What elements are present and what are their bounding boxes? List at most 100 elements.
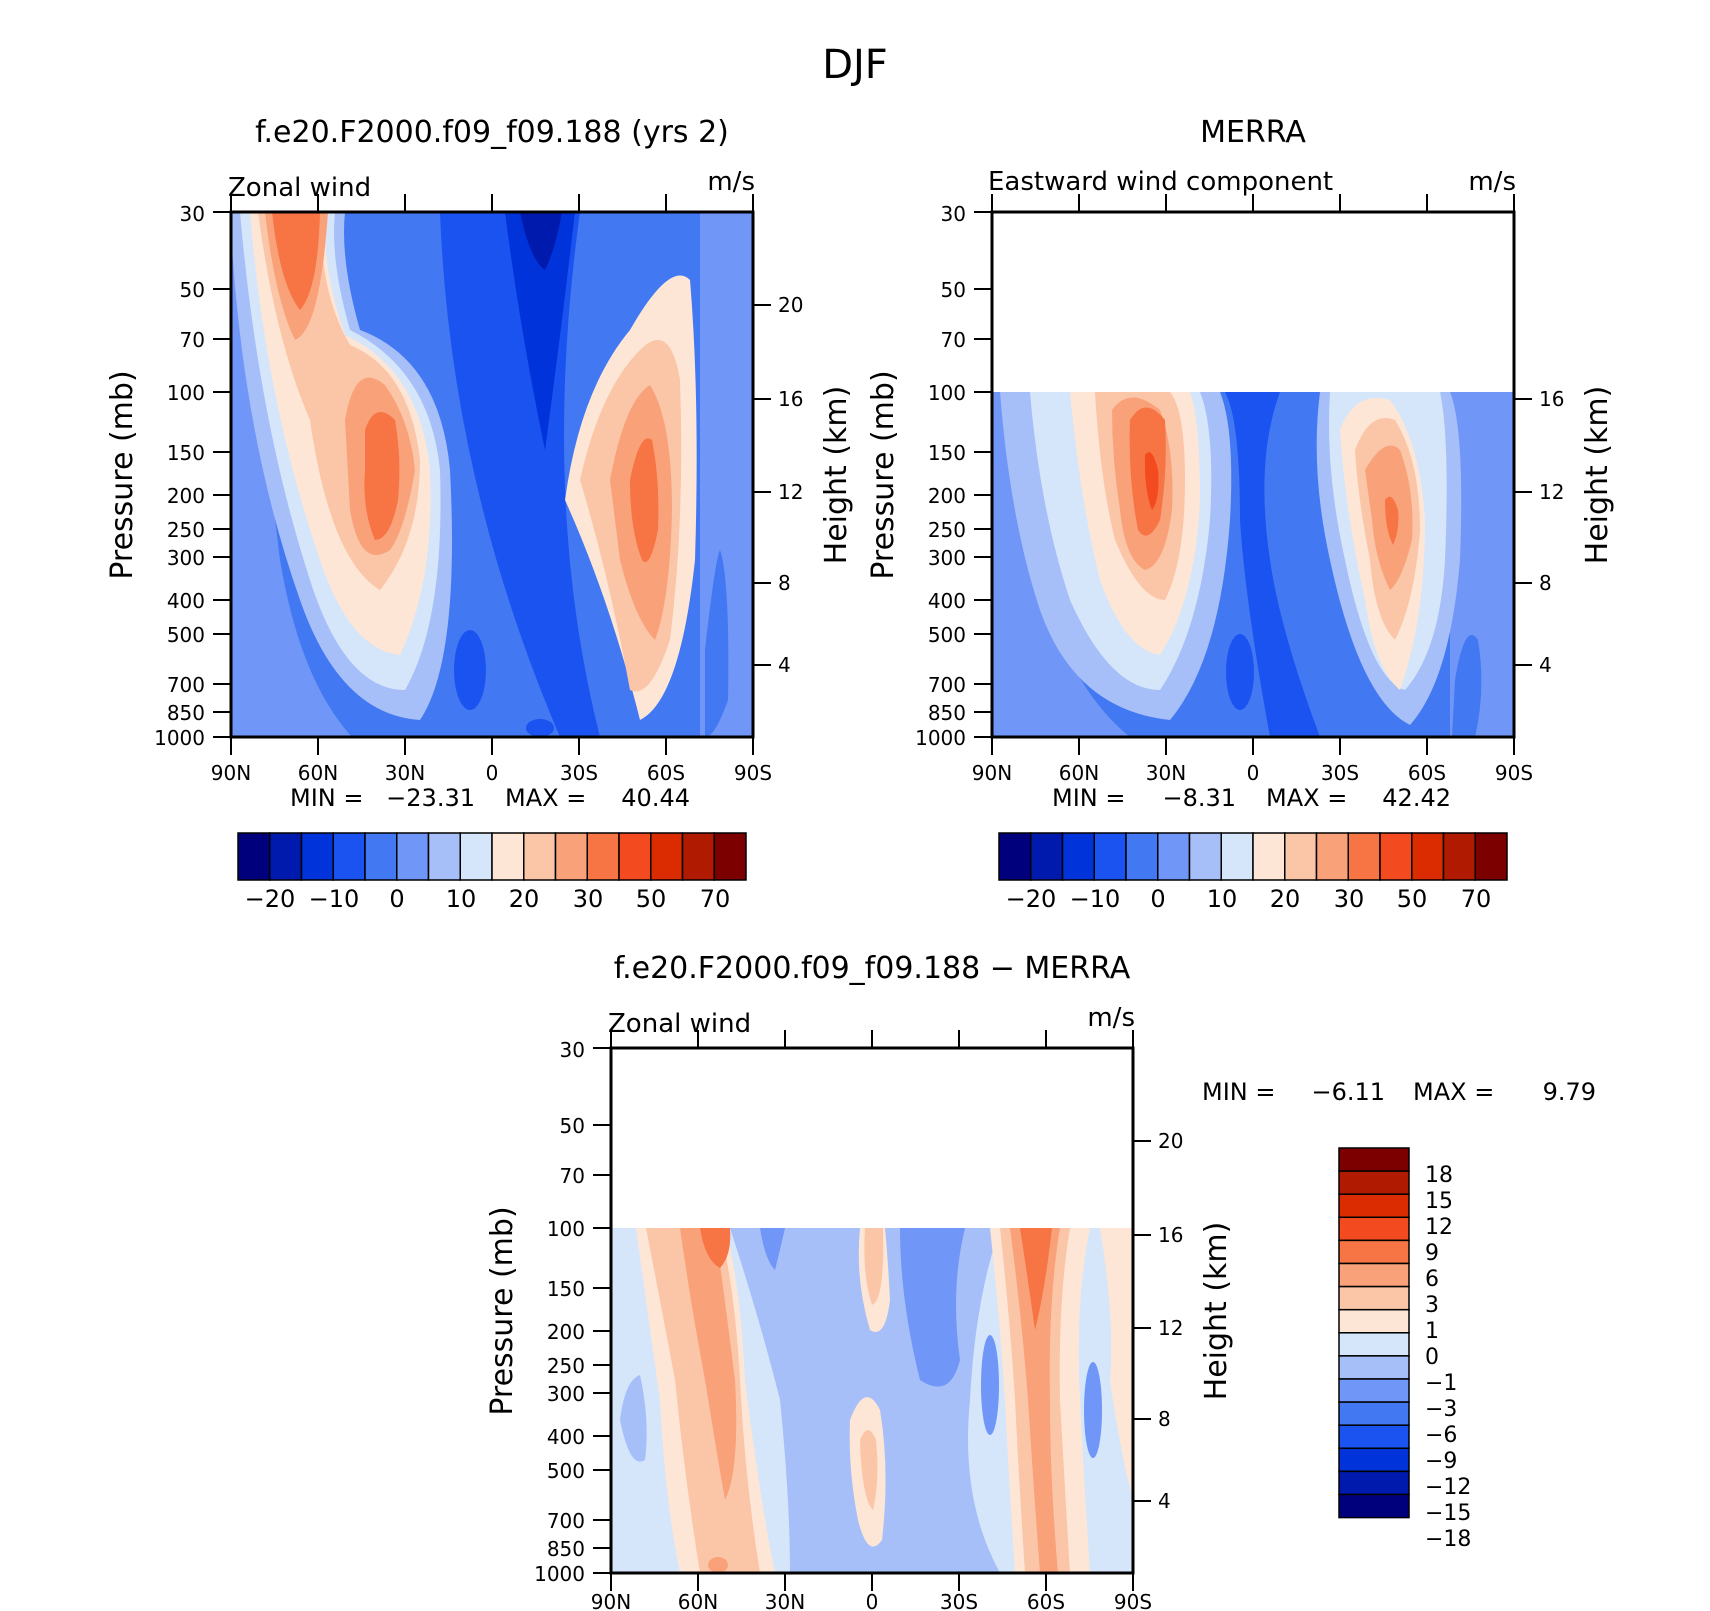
- y2-axis-title: Height (km): [1199, 1222, 1234, 1401]
- units-label: m/s: [1468, 167, 1516, 197]
- pressure-tick-label: 850: [167, 701, 205, 725]
- pressure-tick-label: 30: [560, 1038, 585, 1062]
- colorbar-swatch: [1338, 1424, 1410, 1450]
- height-tick-label: 4: [778, 653, 791, 677]
- colorbar-label: 50: [1397, 885, 1428, 913]
- max-value: 9.79: [1543, 1078, 1596, 1106]
- left-axis: 30 50 70 100 150 200 250 300 400 500 700…: [534, 1038, 611, 1586]
- pressure-tick-label: 70: [560, 1164, 585, 1188]
- pressure-tick-label: 1000: [534, 1562, 585, 1586]
- colorbar-boxes: [1338, 1147, 1410, 1519]
- y2-axis-title: Height (km): [1580, 386, 1615, 565]
- bottom-axis: 90N 60N 30N 0 30S 60S 90S: [591, 1030, 1152, 1611]
- colorbar-swatch: [1030, 832, 1064, 881]
- colorbar-swatch: [618, 832, 652, 881]
- lat-tick-label: 0: [1247, 761, 1260, 785]
- pressure-tick-label: 30: [180, 202, 205, 226]
- lat-tick-label: 90S: [1114, 1590, 1152, 1611]
- pressure-tick-label: 250: [928, 518, 966, 542]
- colorbar-swatch: [332, 832, 366, 881]
- colorbar-swatch: [364, 832, 398, 881]
- colorbar-boxes: [998, 832, 1508, 881]
- colorbar-swatch: [1338, 1193, 1410, 1219]
- lat-tick-label: 90S: [734, 761, 772, 785]
- colorbar-swatch: [459, 832, 493, 881]
- lat-tick-label: 30S: [940, 1590, 978, 1611]
- colorbar-swatch: [650, 832, 684, 881]
- colorbar-swatch: [681, 832, 715, 881]
- pressure-tick-label: 1000: [915, 726, 966, 750]
- pressure-tick-label: 100: [547, 1217, 585, 1241]
- colorbar-label: −15: [1425, 1501, 1471, 1526]
- colorbar-label: 70: [1461, 885, 1492, 913]
- right-axis: 20 16 12 8 4: [1133, 1129, 1183, 1513]
- colorbar-swatch: [1442, 832, 1476, 881]
- colorbar-swatch: [1379, 832, 1413, 881]
- contour-field: [611, 1228, 1133, 1573]
- height-tick-label: 12: [778, 480, 803, 504]
- colorbar-label: 10: [446, 885, 477, 913]
- colorbar: −20 −10 0 10 20 30 50 70: [998, 832, 1508, 913]
- colorbar-label: −18: [1425, 1527, 1471, 1552]
- colorbar-swatch: [1338, 1239, 1410, 1265]
- max-label: MAX =: [505, 784, 586, 812]
- contour-field: [992, 392, 1514, 737]
- colorbar-swatch: [1338, 1262, 1410, 1288]
- colorbar-swatch: [1338, 1170, 1410, 1195]
- y-axis-title: Pressure (mb): [105, 370, 140, 579]
- colorbar-swatch: [1474, 832, 1508, 881]
- colorbar-swatch: [1220, 832, 1254, 881]
- season-title: DJF: [822, 42, 888, 88]
- colorbar-label: −3: [1425, 1397, 1457, 1422]
- colorbar-label: 20: [509, 885, 540, 913]
- pressure-tick-label: 850: [547, 1537, 585, 1561]
- colorbar-swatch: [1338, 1147, 1410, 1172]
- colorbar-swatch: [396, 832, 430, 881]
- pressure-tick-label: 30: [941, 202, 966, 226]
- colorbar-label: −10: [1070, 885, 1121, 913]
- min-label: MIN =: [290, 784, 363, 812]
- pressure-tick-label: 850: [928, 701, 966, 725]
- pressure-tick-label: 400: [167, 589, 205, 613]
- lat-tick-label: 60S: [1408, 761, 1446, 785]
- pressure-tick-label: 200: [167, 484, 205, 508]
- panel-title: f.e20.F2000.f09_f09.188 (yrs 2): [255, 115, 729, 150]
- contour-field: [231, 212, 753, 737]
- y-axis-title: Pressure (mb): [485, 1206, 520, 1415]
- colorbar-swatch: [1338, 1216, 1410, 1242]
- panel-title: f.e20.F2000.f09_f09.188 − MERRA: [614, 951, 1131, 986]
- colorbar-swatch: [1338, 1332, 1410, 1357]
- pressure-tick-label: 300: [167, 546, 205, 570]
- min-value: −6.11: [1311, 1078, 1385, 1106]
- height-tick-label: 20: [1158, 1129, 1183, 1153]
- colorbar-swatch: [1125, 832, 1159, 881]
- pressure-tick-label: 700: [547, 1509, 585, 1533]
- pressure-tick-label: 300: [928, 546, 966, 570]
- colorbar-label: 10: [1207, 885, 1238, 913]
- pressure-tick-label: 200: [547, 1320, 585, 1344]
- colorbar-swatch: [300, 832, 334, 881]
- stats-line: MIN = −23.31 MAX = 40.44: [290, 784, 690, 812]
- y2-axis-title: Height (km): [819, 386, 854, 565]
- colorbar-swatch: [1284, 832, 1318, 881]
- colorbar-boxes: [237, 832, 747, 881]
- height-tick-label: 16: [1158, 1223, 1183, 1247]
- min-value: −23.31: [386, 784, 475, 812]
- height-tick-label: 12: [1539, 480, 1564, 504]
- colorbar-swatch: [269, 832, 303, 881]
- units-label: m/s: [1087, 1003, 1135, 1033]
- colorbar-label: 9: [1425, 1241, 1439, 1266]
- left-axis: 30 50 70 100 150 200 250 300 400 500 700…: [915, 202, 992, 750]
- colorbar-label: 1: [1425, 1319, 1439, 1344]
- colorbar-label: 0: [1150, 885, 1165, 913]
- min-value: −8.31: [1162, 784, 1236, 812]
- colorbar: −20 −10 0 10 20 30 50 70: [237, 832, 747, 913]
- lat-tick-label: 30N: [1146, 761, 1186, 785]
- right-axis: 20 16 12 8 4: [753, 293, 803, 677]
- pressure-tick-label: 400: [928, 589, 966, 613]
- colorbar-label: 6: [1425, 1267, 1439, 1292]
- pressure-tick-label: 1000: [154, 726, 205, 750]
- colorbar-swatch: [1188, 832, 1222, 881]
- lat-tick-label: 60N: [678, 1590, 718, 1611]
- colorbar-label: −1: [1425, 1371, 1457, 1396]
